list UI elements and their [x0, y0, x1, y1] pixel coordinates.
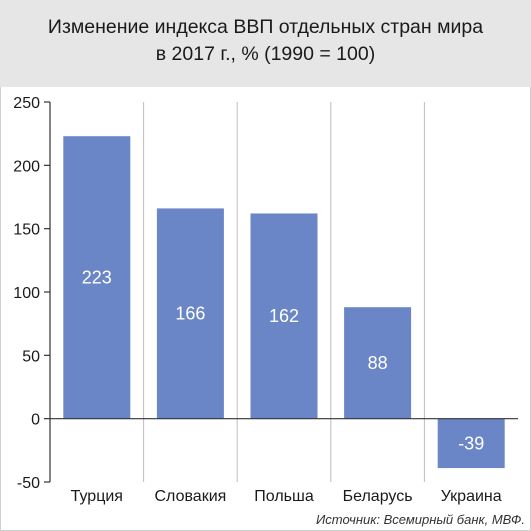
category-label-3: Беларусь — [343, 488, 413, 505]
y-tick-label: 100 — [13, 285, 40, 302]
bar-3 — [344, 307, 412, 419]
bar-2 — [250, 213, 318, 419]
category-label-0: Турция — [71, 488, 123, 505]
category-label-1: Словакия — [155, 488, 227, 505]
bar-1 — [156, 208, 224, 419]
data-label-2: 162 — [269, 306, 299, 326]
y-tick-label: -50 — [17, 475, 40, 492]
data-label-3: 88 — [368, 353, 388, 373]
chart-header: Изменение индекса ВВП отдельных стран ми… — [0, 0, 531, 87]
y-tick-label: 0 — [31, 412, 40, 429]
data-label-0: 223 — [82, 267, 112, 287]
category-label-4: Украина — [441, 488, 502, 505]
chart-subtitle: в 2017 г., % (1990 = 100) — [155, 43, 376, 65]
data-label-1: 166 — [175, 304, 205, 324]
y-tick-label: 250 — [13, 95, 40, 112]
bar-0 — [63, 136, 131, 419]
y-tick-label: 150 — [13, 222, 40, 239]
chart-title: Изменение индекса ВВП отдельных стран ми… — [47, 16, 484, 38]
chart-title-block: Изменение индекса ВВП отдельных стран ми… — [0, 14, 531, 68]
y-tick-label: 50 — [22, 348, 40, 365]
y-tick-label: 200 — [13, 158, 40, 175]
bar-4 — [437, 418, 505, 469]
data-label-4: -39 — [458, 433, 484, 453]
category-label-2: Польша — [254, 488, 314, 505]
chart-source: Источник: Всемирный банк, МВФ. — [315, 512, 525, 527]
